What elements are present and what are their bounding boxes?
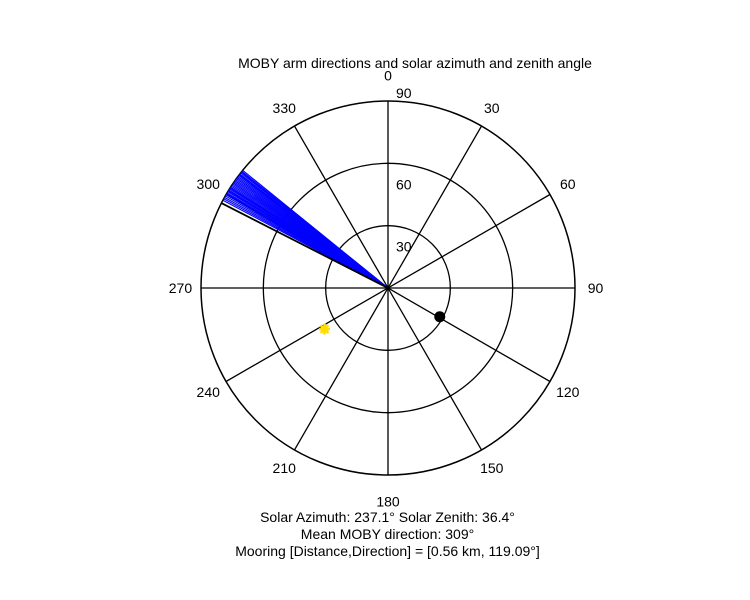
angle-tick-label: 270	[169, 280, 193, 296]
solar-caption: Solar Azimuth: 237.1° Solar Zenith: 36.4…	[260, 509, 515, 525]
radial-tick-label: 60	[396, 176, 412, 192]
angle-tick-label: 180	[376, 494, 400, 510]
reference-direction-line	[220, 202, 389, 289]
angle-tick-label: 330	[273, 100, 297, 116]
mooring-caption: Mooring [Distance,Direction] = [0.56 km,…	[235, 543, 540, 559]
radial-tick-label: 90	[396, 85, 412, 101]
arm-direction-line	[242, 169, 389, 289]
angle-tick-label: 300	[197, 176, 221, 192]
angle-tick-label: 90	[588, 280, 604, 296]
mean-direction-caption: Mean MOBY direction: 309°	[300, 526, 475, 542]
angle-tick-label: 60	[560, 176, 576, 192]
angle-tick-label: 240	[197, 384, 221, 400]
angle-tick-label: 120	[556, 384, 580, 400]
angle-tick-label: 150	[480, 460, 504, 476]
angle-tick-label: 0	[384, 67, 392, 83]
radial-tick-label: 30	[396, 239, 412, 255]
chart-title: MOBY arm directions and solar azimuth an…	[238, 55, 592, 71]
mooring-marker	[434, 311, 446, 323]
angle-tick-label: 210	[273, 460, 297, 476]
sun-marker	[318, 323, 330, 335]
angle-tick-label: 30	[484, 100, 500, 116]
